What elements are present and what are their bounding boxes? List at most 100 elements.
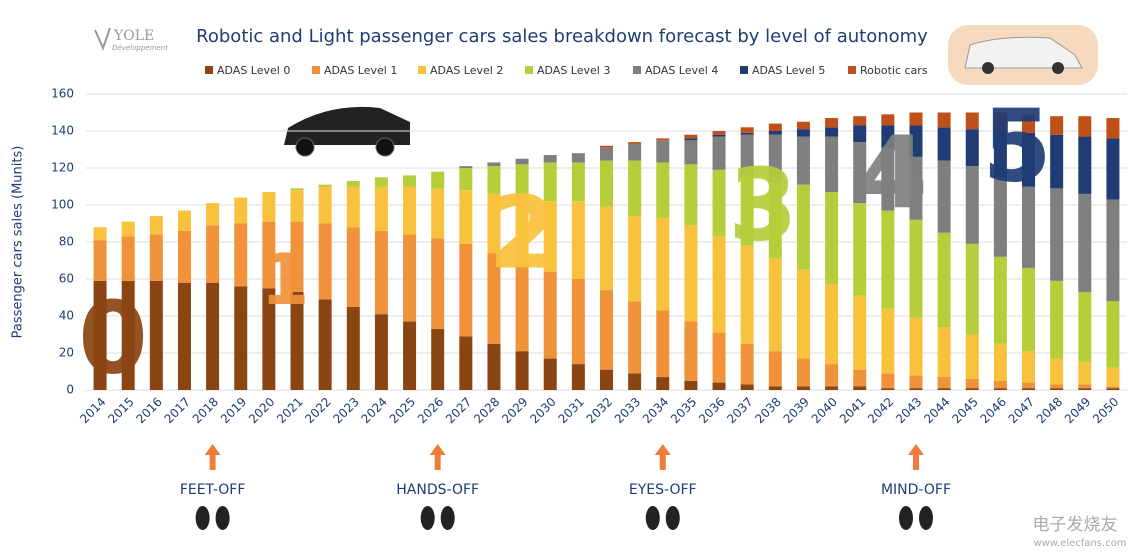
bar-segment xyxy=(993,256,1007,344)
bar-segment xyxy=(318,299,332,390)
bar-segment xyxy=(825,192,839,285)
bar-segment xyxy=(459,168,473,191)
bar-segment xyxy=(853,142,867,204)
x-tick-label: 2040 xyxy=(809,395,840,426)
y-tick-label: 120 xyxy=(51,161,74,175)
bar-segment xyxy=(656,162,670,218)
x-tick-label: 2028 xyxy=(471,395,502,426)
bar-segment xyxy=(346,186,360,228)
bar-segment xyxy=(628,160,642,217)
bar-segment xyxy=(909,112,923,126)
milestone-icon xyxy=(898,506,913,530)
bar-segment xyxy=(628,143,642,161)
milestone-icon xyxy=(665,506,680,530)
bar-segment xyxy=(684,225,698,322)
bar-segment xyxy=(600,290,613,370)
bar-segment xyxy=(1106,138,1120,200)
bar-segment xyxy=(768,123,782,131)
legend-swatch xyxy=(205,66,213,74)
bar-segment xyxy=(177,282,191,390)
bar-segment xyxy=(825,386,839,390)
bar-segment xyxy=(1022,382,1036,389)
bar-segment xyxy=(571,162,585,202)
bar-segment xyxy=(1078,193,1092,292)
bar-segment xyxy=(403,234,417,322)
bar-segment xyxy=(993,380,1007,389)
bar-segment xyxy=(712,131,726,135)
bar-segment xyxy=(1106,367,1120,387)
bar-segment xyxy=(487,193,501,254)
bar-segment xyxy=(403,175,417,187)
bar-segment xyxy=(1022,132,1036,187)
bar-segment xyxy=(656,310,670,378)
legend-label: ADAS Level 0 xyxy=(217,64,290,77)
bar-segment xyxy=(740,175,754,246)
legend-label: Robotic cars xyxy=(860,64,928,77)
x-tick-label: 2045 xyxy=(949,395,980,426)
car-wheel xyxy=(982,62,994,74)
bar-segment xyxy=(543,155,557,163)
y-tick-label: 40 xyxy=(59,309,74,323)
bar-segment xyxy=(487,162,501,167)
milestone-arrow xyxy=(204,444,221,470)
legend-swatch xyxy=(848,66,856,74)
bar-segment xyxy=(881,373,895,389)
bar-segment xyxy=(768,351,782,387)
x-tick-label: 2030 xyxy=(527,395,558,426)
bar-segment xyxy=(684,380,698,390)
bar-segment xyxy=(318,223,332,300)
bar-segment xyxy=(656,138,670,141)
bar-segment xyxy=(290,291,304,390)
bar-segment xyxy=(712,332,726,383)
bar-segment xyxy=(796,386,810,390)
bar-segment xyxy=(374,186,388,231)
bar-segment xyxy=(628,216,642,302)
milestone-label: EYES-OFF xyxy=(629,482,697,498)
bar-segment xyxy=(318,186,332,224)
bar-segment xyxy=(1050,384,1064,389)
bar-segment xyxy=(937,377,951,389)
y-tick-label: 160 xyxy=(51,87,74,101)
bar-segment xyxy=(543,271,557,359)
bar-segment xyxy=(431,171,445,189)
bar-segment xyxy=(1078,362,1092,385)
x-tick-label: 2043 xyxy=(893,395,924,426)
bar-segment xyxy=(628,142,642,144)
bar-segment xyxy=(93,280,107,390)
level-digit: 4 xyxy=(858,114,928,231)
car-body xyxy=(284,106,410,145)
x-tick-label: 2047 xyxy=(1006,395,1037,426)
bar-segment xyxy=(290,188,304,191)
y-axis-label: Passenger cars sales (Munits) xyxy=(11,146,26,339)
bar-segment xyxy=(965,112,979,130)
watermark: 电子发烧友 www.elecfans.com xyxy=(1033,515,1127,549)
bar-segment xyxy=(796,136,810,185)
x-tick-label: 2023 xyxy=(330,395,361,426)
bar-segment xyxy=(121,221,135,237)
bar-segment xyxy=(346,306,360,390)
legend-label: ADAS Level 5 xyxy=(752,64,825,77)
bar-segment xyxy=(459,243,473,337)
x-tick-label: 2020 xyxy=(246,395,277,426)
bar-segment xyxy=(853,203,867,296)
bar-segment xyxy=(600,206,613,291)
bar-segment xyxy=(1022,388,1036,390)
bar-segment xyxy=(853,369,867,387)
bar-segment xyxy=(290,190,304,222)
bar-segment xyxy=(712,236,726,333)
milestone-icon xyxy=(918,506,933,530)
bar-segment xyxy=(684,321,698,381)
bar-segment xyxy=(712,134,726,137)
bar-segment xyxy=(740,132,754,135)
bar-segment xyxy=(768,182,782,259)
bar-segment xyxy=(909,388,923,390)
x-tick-label: 2039 xyxy=(781,395,812,426)
bar-segment xyxy=(1078,291,1092,363)
bar-segment xyxy=(262,192,276,222)
bar-segment xyxy=(965,166,979,244)
x-tick-label: 2024 xyxy=(359,395,390,426)
bar-segment xyxy=(149,216,163,235)
bar-segment xyxy=(796,184,810,270)
bar-segment xyxy=(206,225,220,283)
x-tick-label: 2046 xyxy=(977,395,1008,426)
